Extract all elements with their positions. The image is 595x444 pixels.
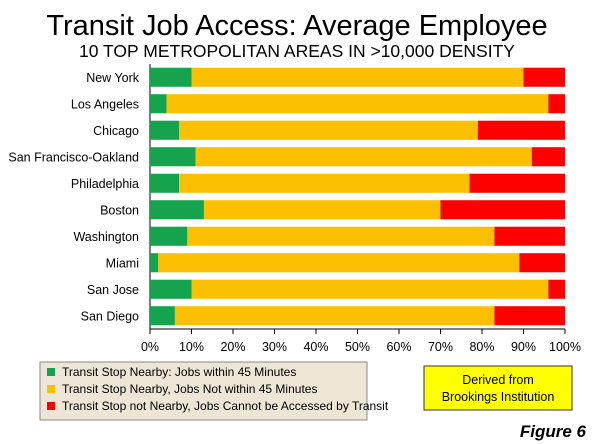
x-tick-label: 100% xyxy=(549,340,581,354)
x-axis-ticks xyxy=(149,329,566,334)
chart-subtitle: 10 TOP METROPOLITAN AREAS IN >10,000 DEN… xyxy=(79,41,515,61)
category-label: Boston xyxy=(100,203,139,217)
x-tick-label: 0% xyxy=(141,340,159,354)
chart-title: Transit Job Access: Average Employee xyxy=(46,10,547,42)
bar-segment xyxy=(150,253,159,273)
legend-label: Transit Stop not Nearby, Jobs Cannot be … xyxy=(62,399,389,413)
category-label: Los Angeles xyxy=(71,97,139,111)
category-label: San Diego xyxy=(81,309,139,323)
source-note: Derived from Brookings Institution xyxy=(423,365,573,411)
category-label: San Jose xyxy=(87,283,139,297)
x-tick-label: 30% xyxy=(262,340,287,354)
bar-segment xyxy=(469,173,565,193)
category-label: Philadelphia xyxy=(71,177,139,191)
source-note-line-1: Derived from xyxy=(462,373,534,387)
category-label: San Francisco-Oakland xyxy=(8,150,139,164)
x-tick-label: 60% xyxy=(386,340,411,354)
figure-label: Figure 6 xyxy=(520,422,587,441)
category-label: Chicago xyxy=(93,124,139,138)
bar-segment xyxy=(187,226,495,246)
bar-segment xyxy=(150,67,192,87)
category-label: Washington xyxy=(73,230,139,244)
category-labels: New York Los Angeles Chicago San Francisco-… xyxy=(8,71,139,324)
bar-segment xyxy=(150,120,180,140)
bar-segment xyxy=(531,147,565,167)
bar-segment xyxy=(150,173,180,193)
bar-segment xyxy=(440,200,565,220)
bar-segment xyxy=(477,120,565,140)
legend-label: Transit Stop Nearby, Jobs Not within 45 … xyxy=(62,382,317,396)
bar-segment xyxy=(203,200,441,220)
x-tick-label: 40% xyxy=(303,340,328,354)
bar-segment xyxy=(174,306,495,326)
bar-segment xyxy=(548,279,565,299)
bar-segment xyxy=(179,120,478,140)
legend-box xyxy=(39,361,368,421)
bar-segment xyxy=(150,94,167,114)
bar-segment xyxy=(494,226,565,246)
x-tick-label: 10% xyxy=(179,340,204,354)
bar-segment xyxy=(158,253,520,273)
source-note-box xyxy=(423,365,573,411)
bar-segment xyxy=(150,200,204,220)
bar-segment xyxy=(191,279,549,299)
bar-segment xyxy=(548,94,565,114)
x-tick-label: 90% xyxy=(511,340,536,354)
x-tick-label: 50% xyxy=(345,340,370,354)
x-tick-label: 80% xyxy=(469,340,494,354)
legend-swatch xyxy=(47,402,55,410)
bar-segment xyxy=(519,253,565,273)
bar-segment xyxy=(150,279,192,299)
bar-segment xyxy=(195,147,532,167)
bar-segment xyxy=(150,226,188,246)
bar-segment xyxy=(191,67,524,87)
bar-segment xyxy=(166,94,549,114)
bar-segment xyxy=(150,147,196,167)
legend-swatch xyxy=(47,385,55,393)
legend-label: Transit Stop Nearby: Jobs within 45 Minu… xyxy=(62,365,296,379)
x-tick-label: 20% xyxy=(220,340,245,354)
bar-segment xyxy=(523,67,565,87)
category-label: Miami xyxy=(106,256,139,270)
legend: Transit Stop Nearby: Jobs within 45 Minu… xyxy=(39,361,389,421)
bar-segment xyxy=(179,173,470,193)
x-axis-tick-labels: 0% 10% 20% 30% 40% 50% 60% 70% 80% 90% 100% xyxy=(141,340,581,354)
x-tick-label: 70% xyxy=(428,340,453,354)
bar-segment xyxy=(494,306,565,326)
category-label: New York xyxy=(86,71,140,85)
source-note-line-2: Brookings Institution xyxy=(442,390,555,404)
bar-segment xyxy=(150,306,175,326)
legend-swatch xyxy=(47,368,55,376)
bars-group xyxy=(150,67,565,326)
